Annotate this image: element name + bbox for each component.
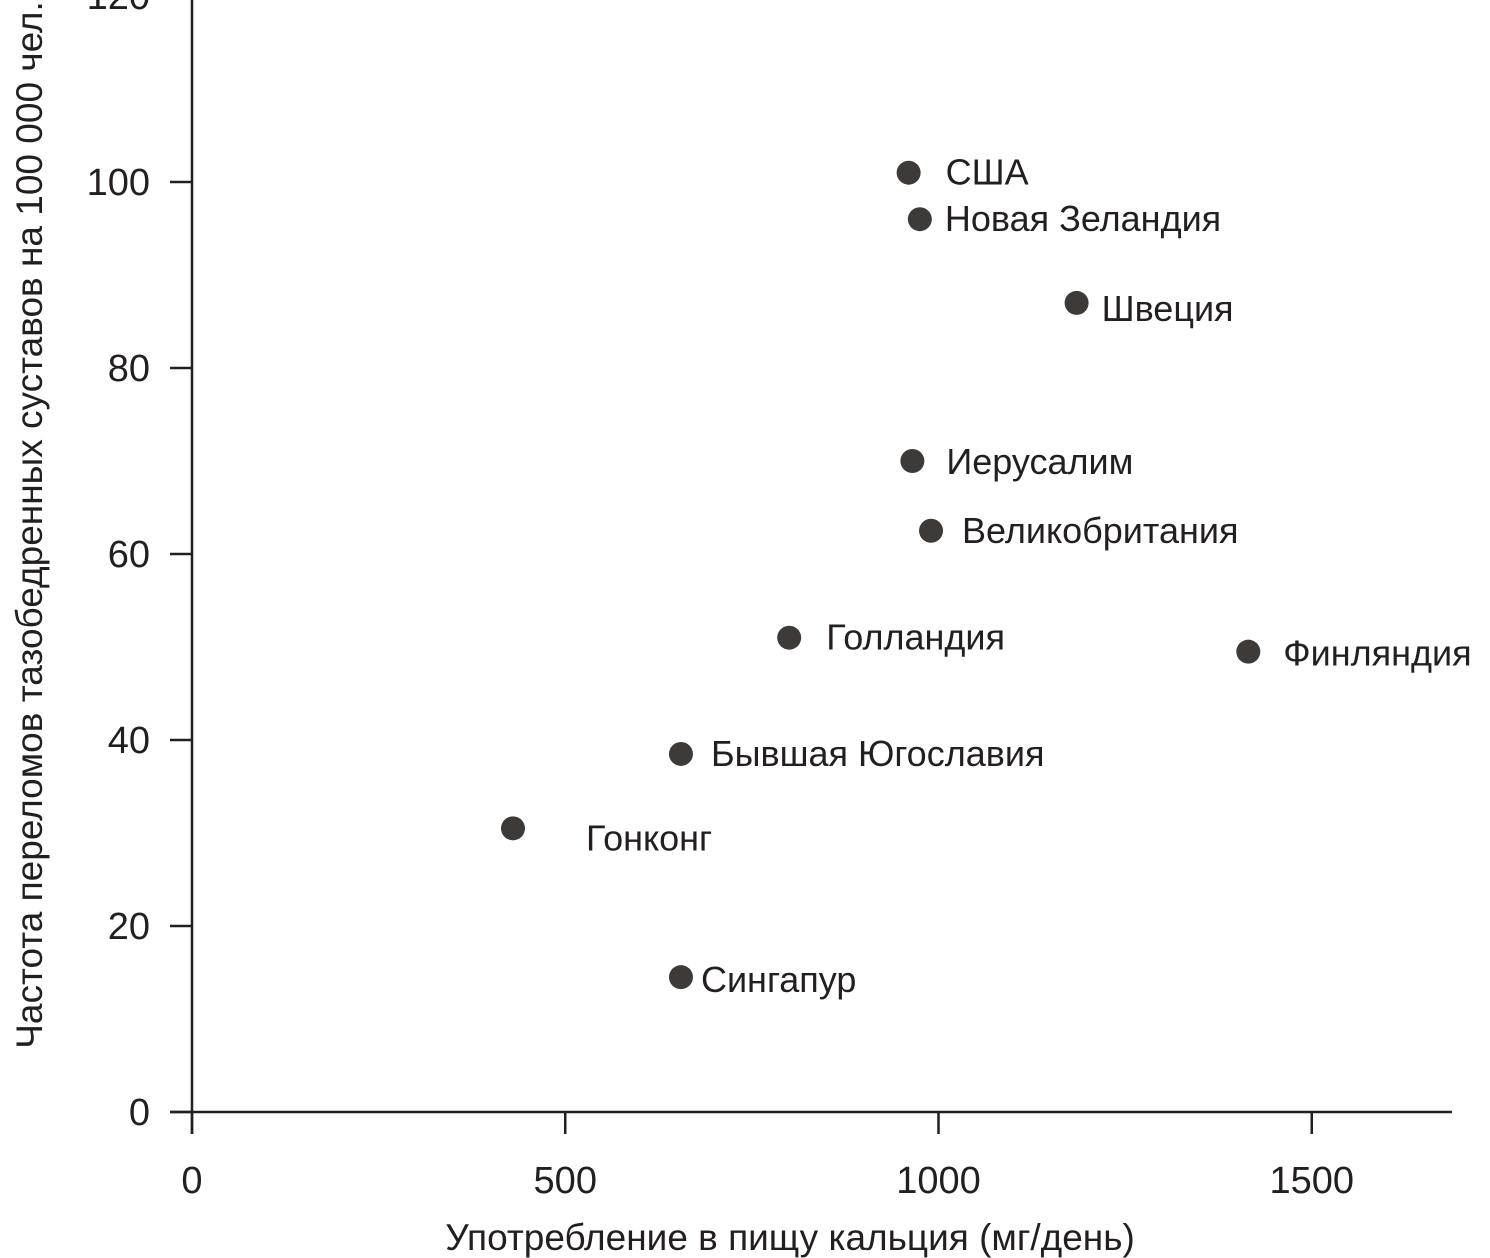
- data-point: [900, 449, 925, 473]
- data-point: [896, 160, 921, 185]
- point-label: Голландия: [826, 617, 1005, 658]
- x-axis-title: Употребление в пищу кальция (мг/день): [445, 1217, 1135, 1258]
- y-tick-label: 20: [108, 906, 150, 948]
- x-tick-label: 500: [534, 1160, 597, 1202]
- x-tick-label: 0: [181, 1160, 202, 1202]
- data-point: [907, 207, 932, 232]
- point-label: Иерусалим: [946, 441, 1133, 482]
- y-axis-ticks: 0 20 40 60 80 100 120: [87, 0, 192, 1134]
- y-tick-label: 0: [129, 1092, 150, 1134]
- y-tick-label: 40: [108, 720, 150, 762]
- point-label: Новая Зеландия: [945, 198, 1221, 239]
- point-label: Гонконг: [586, 817, 712, 858]
- x-axis-ticks: 0 500 1000 1500: [181, 1112, 1354, 1202]
- data-point: [668, 741, 693, 766]
- y-tick-label: 60: [108, 534, 150, 576]
- point-label: Бывшая Югославия: [711, 733, 1045, 774]
- y-tick-label: 120: [87, 0, 150, 18]
- x-tick-label: 1000: [896, 1160, 981, 1202]
- data-point: [919, 518, 944, 543]
- point-label: Финляндия: [1283, 633, 1471, 674]
- y-tick-label: 100: [87, 162, 150, 204]
- point-label: Великобритания: [962, 510, 1238, 551]
- data-point: [1236, 639, 1261, 664]
- data-point: [1064, 290, 1089, 315]
- point-label: США: [946, 152, 1029, 193]
- data-point: [500, 816, 525, 841]
- data-point: [777, 625, 802, 650]
- x-tick-label: 1500: [1269, 1160, 1354, 1202]
- y-tick-label: 80: [108, 348, 150, 390]
- point-label: Швеция: [1102, 288, 1234, 329]
- point-label: Сингапур: [701, 959, 856, 1000]
- data-points: США Новая Зеландия Швеция Иерусалим Великобр…: [500, 152, 1472, 1000]
- y-axis-title: Частота переломов тазобедренных суставов…: [9, 1, 50, 1049]
- data-point: [668, 965, 693, 990]
